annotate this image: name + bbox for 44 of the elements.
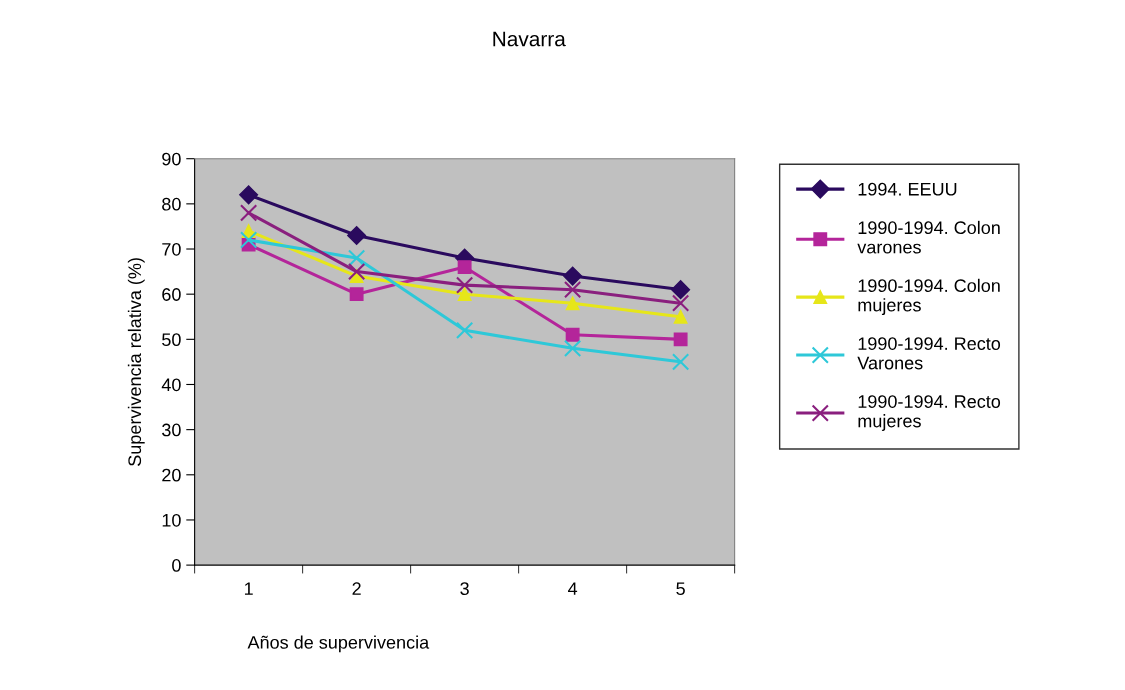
point <box>457 260 472 275</box>
point <box>239 231 258 249</box>
point <box>457 287 472 302</box>
x-tick-label: 2 <box>352 582 361 595</box>
point <box>455 276 474 294</box>
y-tick-label: 80 <box>162 197 181 211</box>
point <box>563 339 582 358</box>
legend-label: 1990-1994. Colon varones <box>857 220 1000 254</box>
point <box>565 327 580 342</box>
point <box>563 266 583 286</box>
point <box>563 280 582 299</box>
x-axis-title: Años de supervivencia <box>247 635 430 653</box>
point <box>347 225 367 246</box>
x-tick-label: 4 <box>568 582 578 595</box>
y-tick-label: 50 <box>162 333 181 347</box>
point <box>565 296 580 311</box>
point <box>671 294 690 312</box>
point <box>673 332 688 347</box>
y-axis-title: Supervivencia relativa (%) <box>127 258 145 466</box>
y-tick-label: 40 <box>161 378 181 392</box>
y-tick-label: 10 <box>162 513 181 527</box>
legend-label: 1990-1994. Recto mujeres <box>858 395 1001 431</box>
x-tick-label: 5 <box>676 582 685 596</box>
legend-label: 1994. EEUU <box>858 182 957 196</box>
legend-label: 1990-1994. Colon mujeres <box>858 278 1000 316</box>
legend-label: 1990-1994. Recto Varones <box>857 337 1001 370</box>
y-tick-label: 30 <box>162 423 181 437</box>
point <box>239 185 259 205</box>
y-tick-label: 20 <box>162 468 181 482</box>
x-tick-label: 1 <box>244 582 253 595</box>
point <box>671 280 691 300</box>
x-tick-label: 3 <box>460 582 469 596</box>
point <box>347 249 366 267</box>
point <box>347 262 366 281</box>
y-tick-label: 60 <box>162 288 181 301</box>
chart-title: Navarra <box>493 31 566 47</box>
y-tick-label: 90 <box>162 152 181 166</box>
point <box>455 321 474 339</box>
y-tick-label: 0 <box>172 559 181 572</box>
point <box>349 287 364 302</box>
y-tick-label: 70 <box>162 242 181 256</box>
point <box>671 353 690 371</box>
point <box>239 204 258 222</box>
point <box>673 309 688 324</box>
